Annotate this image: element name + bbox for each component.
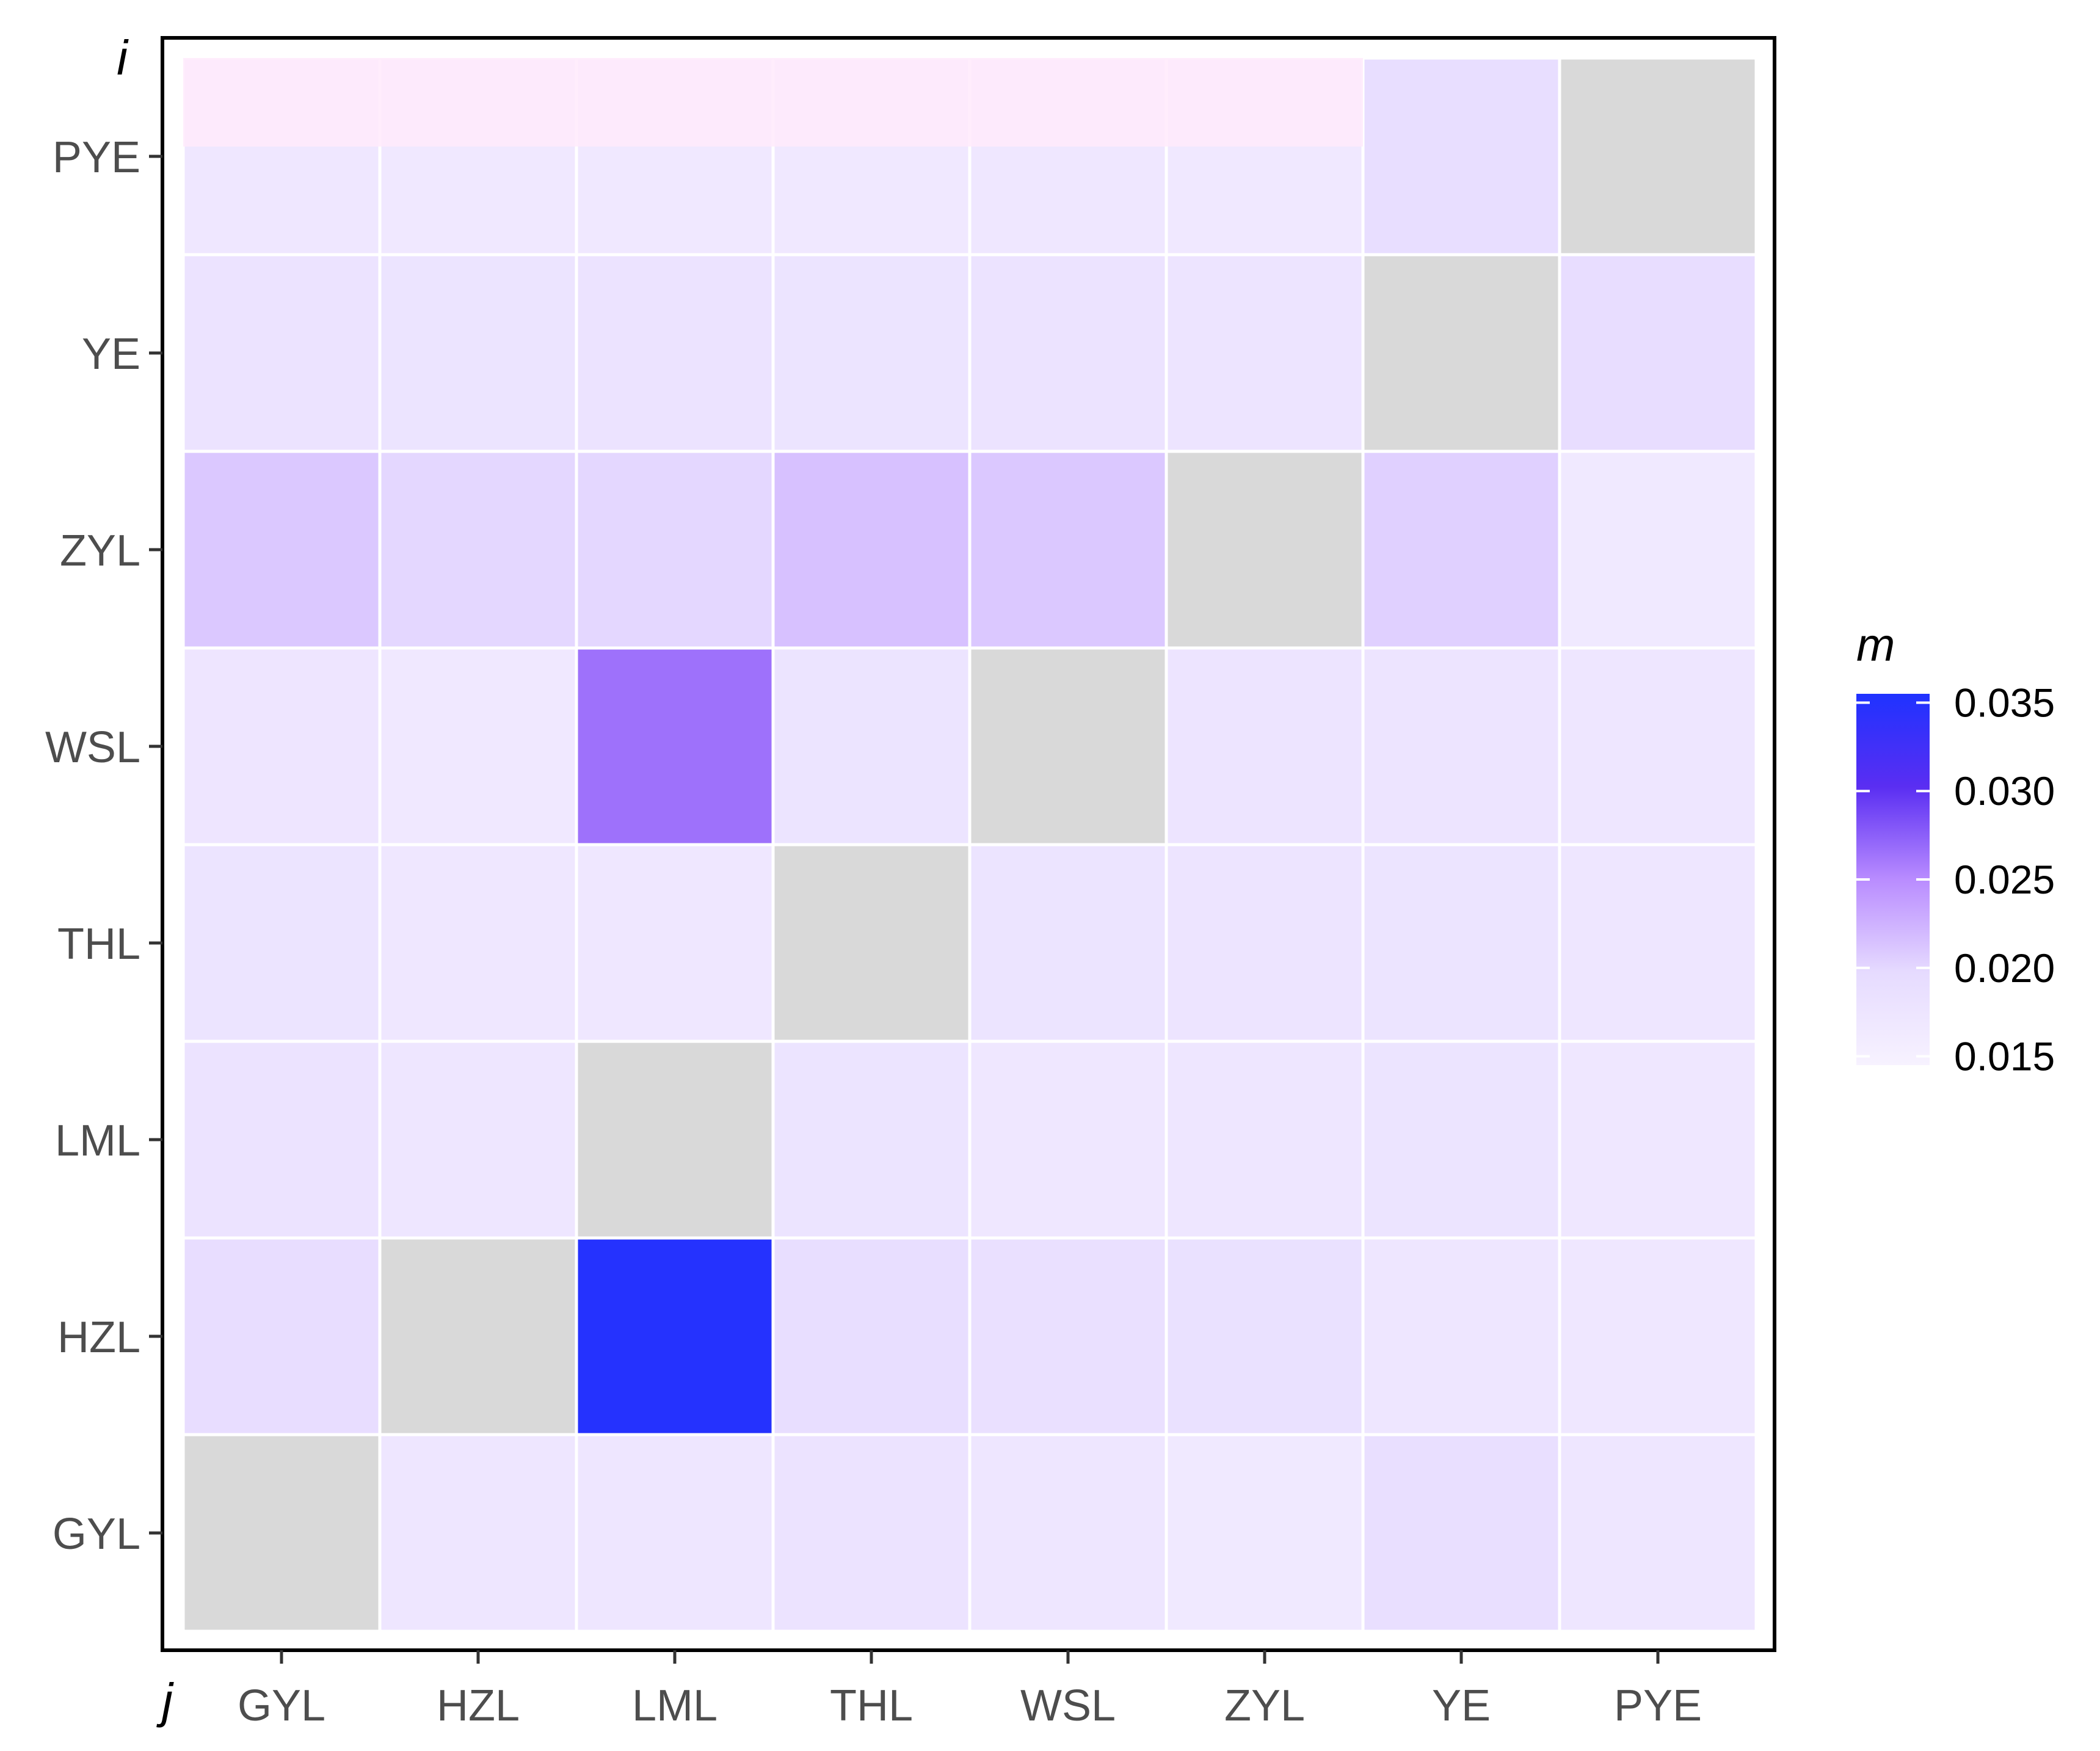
heatmap-cell-THL-WSL <box>968 843 1168 1043</box>
heatmap-cell-YE-ZYL <box>1164 253 1365 453</box>
heatmap-cell-WSL-LML <box>575 646 775 846</box>
heatmap-cell-THL-ZYL <box>1164 843 1365 1043</box>
heatmap-cell-WSL-WSL <box>968 646 1168 846</box>
x-tick-label-THL: THL <box>830 1681 913 1730</box>
x-tick-label-WSL: WSL <box>1020 1681 1116 1730</box>
heatmap-cell-YE-WSL <box>968 253 1168 453</box>
heatmap-cell-HZL-WSL <box>968 1236 1168 1436</box>
heatmap-cell-GYL-THL <box>771 1433 972 1633</box>
legend-tick-label-4: 0.035 <box>1954 680 2055 725</box>
heatmap-cell-ZYL-GYL <box>181 450 382 650</box>
heatmap-cell-YE-HZL <box>378 253 578 453</box>
legend-tick-label-3: 0.030 <box>1954 768 2055 814</box>
heatmap-cell-LML-THL <box>771 1039 972 1240</box>
heatmap-cell-WSL-GYL <box>181 646 382 846</box>
heatmap-cell-ZYL-YE <box>1361 450 1561 650</box>
heatmap-cell-ZYL-ZYL <box>1164 450 1365 650</box>
heatmap-cell-THL-GYL <box>181 843 382 1043</box>
x-tick-label-PYE: PYE <box>1614 1681 1702 1730</box>
y-tick-label-WSL: WSL <box>45 723 140 772</box>
heatmap-cell-HZL-HZL <box>378 1236 578 1436</box>
heatmap-cell-WSL-YE <box>1361 646 1561 846</box>
legend-tick-label-2: 0.025 <box>1954 857 2055 902</box>
heatmap-cell-HZL-PYE <box>1558 1236 1758 1436</box>
panel-border <box>161 36 1776 1652</box>
heatmap-cell-WSL-THL <box>771 646 972 846</box>
heatmap-cell-ZYL-THL <box>771 450 972 650</box>
heatmap-cell-HZL-ZYL <box>1164 1236 1365 1436</box>
heatmap-cell-WSL-HZL <box>378 646 578 846</box>
heatmap-cell-PYE-YE <box>1361 56 1561 257</box>
y-tick-label-HZL: HZL <box>57 1313 140 1362</box>
heatmap-cell-YE-PYE <box>1558 253 1758 453</box>
heatmap-cell-THL-YE <box>1361 843 1561 1043</box>
x-tick-label-ZYL: ZYL <box>1224 1681 1305 1730</box>
y-axis-title: i <box>117 31 129 85</box>
y-tick-label-YE: YE <box>82 330 140 379</box>
y-axis: PYE YE ZYL WSL THL LML HZL GYL <box>45 133 162 1559</box>
heatmap-cell-THL-HZL <box>378 843 578 1043</box>
pye-row-top-band <box>183 58 1363 147</box>
heatmap-cell-GYL-YE <box>1361 1433 1561 1633</box>
heatmap-cell-LML-WSL <box>968 1039 1168 1240</box>
heatmap-cell-GYL-HZL <box>378 1433 578 1633</box>
y-tick-label-ZYL: ZYL <box>60 526 140 575</box>
heatmap-cell-HZL-LML <box>575 1236 775 1436</box>
x-axis: GYL HZL LML THL WSL ZYL YE PYE <box>238 1650 1702 1730</box>
heatmap-cell-THL-THL <box>771 843 972 1043</box>
heatmap-cell-HZL-GYL <box>181 1236 382 1436</box>
heatmap-cell-YE-LML <box>575 253 775 453</box>
legend-tick-label-0: 0.015 <box>1954 1034 2055 1079</box>
heatmap-cell-LML-HZL <box>378 1039 578 1240</box>
heatmap-cell-LML-ZYL <box>1164 1039 1365 1240</box>
y-tick-label-LML: LML <box>55 1116 140 1165</box>
y-tick-label-PYE: PYE <box>53 133 140 182</box>
heatmap-cell-GYL-LML <box>575 1433 775 1633</box>
heatmap-cells <box>181 56 1758 1633</box>
heatmap-cell-GYL-WSL <box>968 1433 1168 1633</box>
heatmap-cell-THL-LML <box>575 843 775 1043</box>
heatmap-cell-LML-GYL <box>181 1039 382 1240</box>
heatmap-cell-HZL-YE <box>1361 1236 1561 1436</box>
heatmap-cell-ZYL-PYE <box>1558 450 1758 650</box>
heatmap-cell-ZYL-HZL <box>378 450 578 650</box>
x-tick-label-YE: YE <box>1432 1681 1491 1730</box>
heatmap-cell-ZYL-LML <box>575 450 775 650</box>
legend-tick-label-1: 0.020 <box>1954 945 2055 991</box>
legend-title: m <box>1856 619 1895 671</box>
heatmap-cell-YE-YE <box>1361 253 1561 453</box>
heatmap-cell-WSL-PYE <box>1558 646 1758 846</box>
heatmap-cell-HZL-THL <box>771 1236 972 1436</box>
color-legend: m 0.015 0.020 0.025 0.030 0.035 <box>1856 619 2055 1079</box>
heatmap-cell-GYL-PYE <box>1558 1433 1758 1633</box>
y-tick-label-THL: THL <box>57 920 140 969</box>
heatmap-cell-LML-LML <box>575 1039 775 1240</box>
heatmap-cell-WSL-ZYL <box>1164 646 1365 846</box>
heatmap-cell-LML-PYE <box>1558 1039 1758 1240</box>
x-tick-label-HZL: HZL <box>437 1681 520 1730</box>
y-tick-label-GYL: GYL <box>53 1510 140 1559</box>
heatmap-cell-THL-PYE <box>1558 843 1758 1043</box>
x-tick-label-GYL: GYL <box>238 1681 325 1730</box>
heatmap-cell-GYL-ZYL <box>1164 1433 1365 1633</box>
heatmap-cell-LML-YE <box>1361 1039 1561 1240</box>
heatmap-cell-YE-THL <box>771 253 972 453</box>
heatmap-cell-PYE-PYE <box>1558 56 1758 257</box>
heatmap-cell-ZYL-WSL <box>968 450 1168 650</box>
x-tick-label-LML: LML <box>632 1681 718 1730</box>
heatmap-cell-YE-GYL <box>181 253 382 453</box>
legend-ticks: 0.015 0.020 0.025 0.030 0.035 <box>1856 680 2055 1079</box>
heatmap-cell-GYL-GYL <box>181 1433 382 1633</box>
